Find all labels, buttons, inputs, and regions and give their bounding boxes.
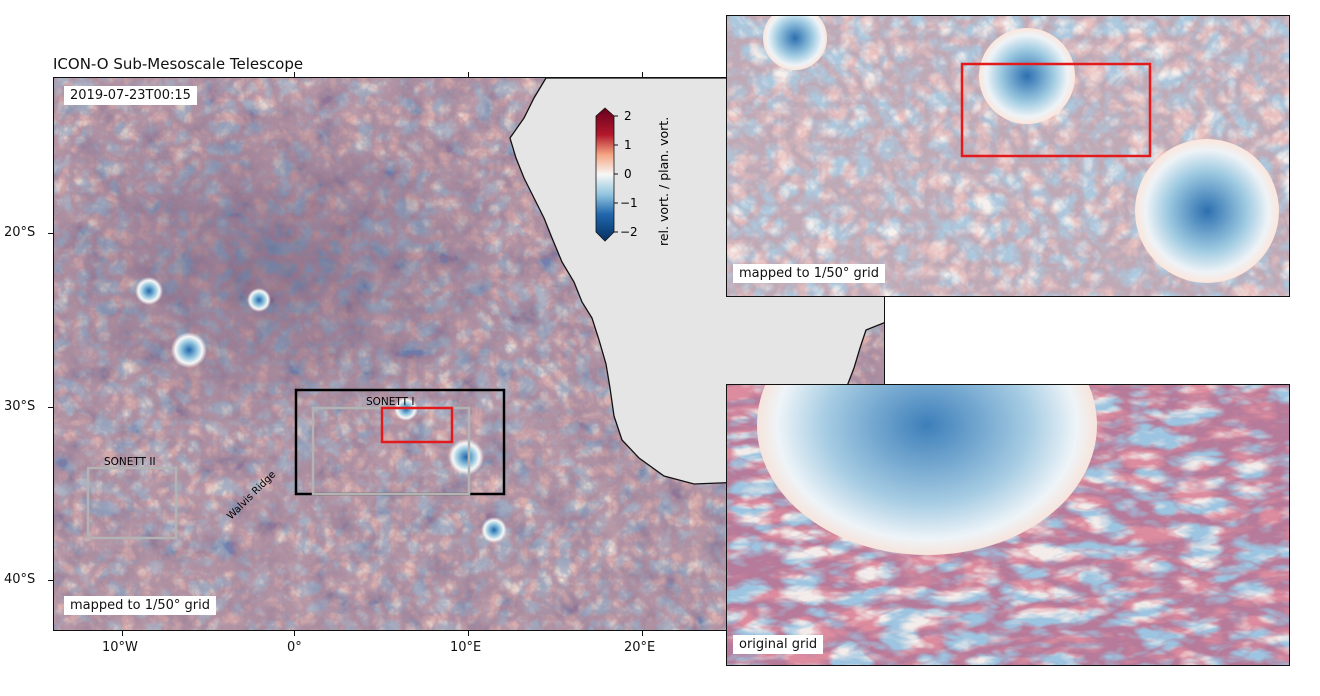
eddy bbox=[1135, 139, 1279, 283]
y-tick-mark bbox=[48, 233, 53, 234]
top-tick-mark bbox=[468, 72, 469, 77]
colorbar-tick: −2 bbox=[620, 225, 638, 239]
eddy bbox=[135, 277, 163, 305]
inset-bottom-svg bbox=[727, 385, 1289, 665]
top-tick-mark bbox=[294, 72, 295, 77]
chart-title: ICON-O Sub-Mesoscale Telescope bbox=[53, 55, 304, 73]
sonett-1-label: SONETT I bbox=[366, 396, 415, 408]
x-tick-mark bbox=[642, 631, 643, 636]
inset-bottom-grid-label: original grid bbox=[733, 635, 824, 654]
inset-top-red-box bbox=[960, 62, 1152, 158]
sonett-2-box bbox=[86, 466, 178, 540]
red-region-box bbox=[380, 406, 454, 444]
eddy bbox=[481, 517, 507, 543]
colorbar: 2 1 0 −1 −2 rel. vort. / plan. vort. bbox=[595, 107, 671, 246]
inset-bottom: original grid bbox=[726, 384, 1290, 666]
x-tick-mark bbox=[468, 631, 469, 636]
colorbar-tick: 0 bbox=[624, 167, 632, 181]
y-tick-label: 40°S bbox=[4, 572, 36, 587]
sonett-2-label: SONETT II bbox=[104, 456, 156, 468]
y-tick-mark bbox=[48, 580, 53, 581]
colorbar-tick: 2 bbox=[624, 109, 632, 123]
eddy bbox=[763, 16, 827, 70]
x-tick-label: 10°W bbox=[102, 640, 138, 655]
x-tick-label: 0° bbox=[287, 640, 302, 655]
colorbar-tick: −1 bbox=[620, 196, 638, 210]
inset-top-svg bbox=[727, 16, 1289, 296]
x-tick-mark bbox=[122, 631, 123, 636]
colorbar-gradient bbox=[595, 107, 615, 242]
eddy bbox=[171, 332, 207, 368]
eddy bbox=[979, 28, 1075, 124]
eddy bbox=[247, 288, 271, 312]
main-grid-label: mapped to 1/50° grid bbox=[64, 596, 216, 615]
eddy bbox=[448, 439, 484, 475]
inset-top: mapped to 1/50° grid bbox=[726, 15, 1290, 297]
timestamp-label: 2019-07-23T00:15 bbox=[64, 86, 197, 105]
colorbar-tick: 1 bbox=[624, 138, 632, 152]
x-tick-mark bbox=[294, 631, 295, 636]
x-tick-label: 20°E bbox=[624, 640, 656, 655]
colorbar-label: rel. vort. / plan. vort. bbox=[656, 117, 671, 246]
y-tick-label: 30°S bbox=[4, 399, 36, 414]
top-tick-mark bbox=[642, 72, 643, 77]
x-tick-label: 10°E bbox=[450, 640, 482, 655]
eddy bbox=[757, 385, 1097, 555]
y-tick-mark bbox=[48, 407, 53, 408]
y-tick-label: 20°S bbox=[4, 225, 36, 240]
inset-top-grid-label: mapped to 1/50° grid bbox=[733, 264, 885, 283]
